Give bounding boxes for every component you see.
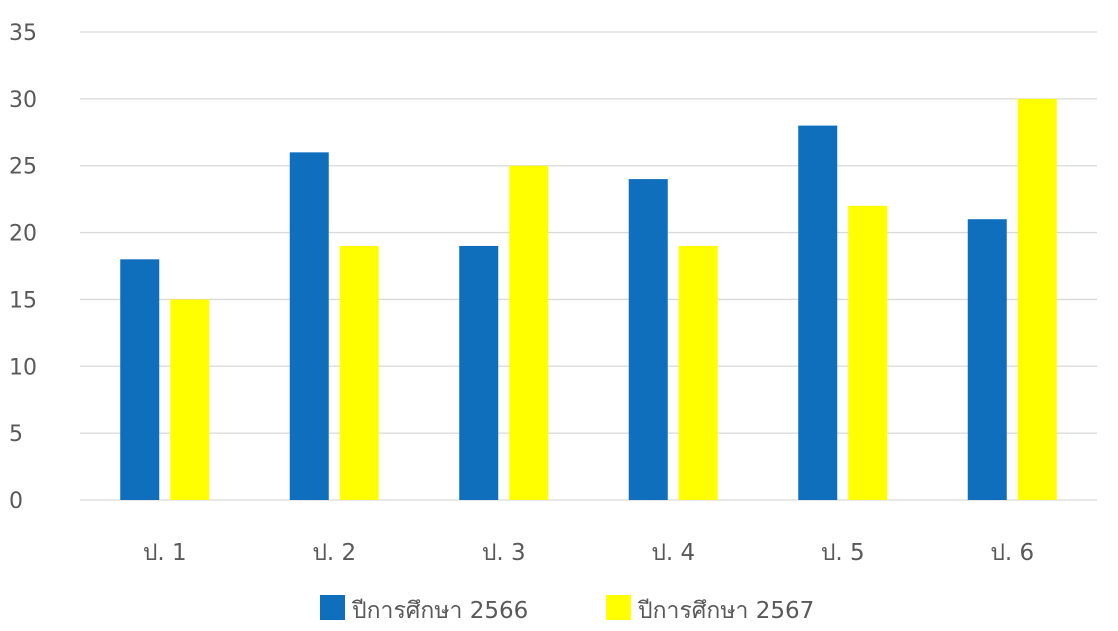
y-tick-label: 25 [9, 155, 37, 180]
bar-1-5 [798, 125, 838, 500]
bar-2-5 [848, 205, 888, 501]
y-tick-label: 30 [9, 88, 37, 113]
legend-label-2: ปีการศึกษา 2567 [637, 598, 814, 624]
x-tick-label: ป. 2 [312, 540, 356, 566]
bars [120, 98, 1057, 501]
bar-1-3 [459, 245, 499, 500]
x-tick-label: ป. 1 [143, 540, 187, 566]
bar-2-3 [509, 165, 549, 500]
y-tick-label: 15 [9, 288, 37, 313]
bar-1-4 [628, 179, 668, 501]
bar-2-2 [339, 245, 379, 500]
x-tick-label: ป. 3 [482, 540, 526, 566]
bar-2-6 [1017, 98, 1057, 500]
legend-swatch-2 [606, 595, 631, 620]
bar-2-1 [170, 299, 210, 500]
bar-1-1 [120, 259, 160, 500]
y-tick-label: 10 [9, 355, 37, 380]
y-tick-label: 35 [9, 21, 37, 46]
y-tick-label: 0 [9, 489, 23, 514]
x-tick-label: ป. 6 [990, 540, 1034, 566]
bar-1-2 [289, 152, 329, 501]
legend: ปีการศึกษา 2566 ปีการศึกษา 2567 [320, 595, 814, 624]
x-axis-ticks: ป. 1 ป. 2 ป. 3 ป. 4 ป. 5 ป. 6 [143, 540, 1034, 566]
bar-2-4 [678, 245, 718, 500]
legend-swatch-1 [320, 595, 345, 620]
x-tick-label: ป. 5 [821, 540, 865, 566]
y-axis-ticks: 0 5 10 15 20 25 30 35 [9, 21, 37, 514]
x-tick-label: ป. 4 [651, 540, 695, 566]
gridlines [80, 31, 1097, 501]
y-tick-label: 5 [9, 422, 23, 447]
bar-1-6 [967, 219, 1007, 500]
legend-label-1: ปีการศึกษา 2566 [351, 598, 528, 624]
y-tick-label: 20 [9, 222, 37, 247]
